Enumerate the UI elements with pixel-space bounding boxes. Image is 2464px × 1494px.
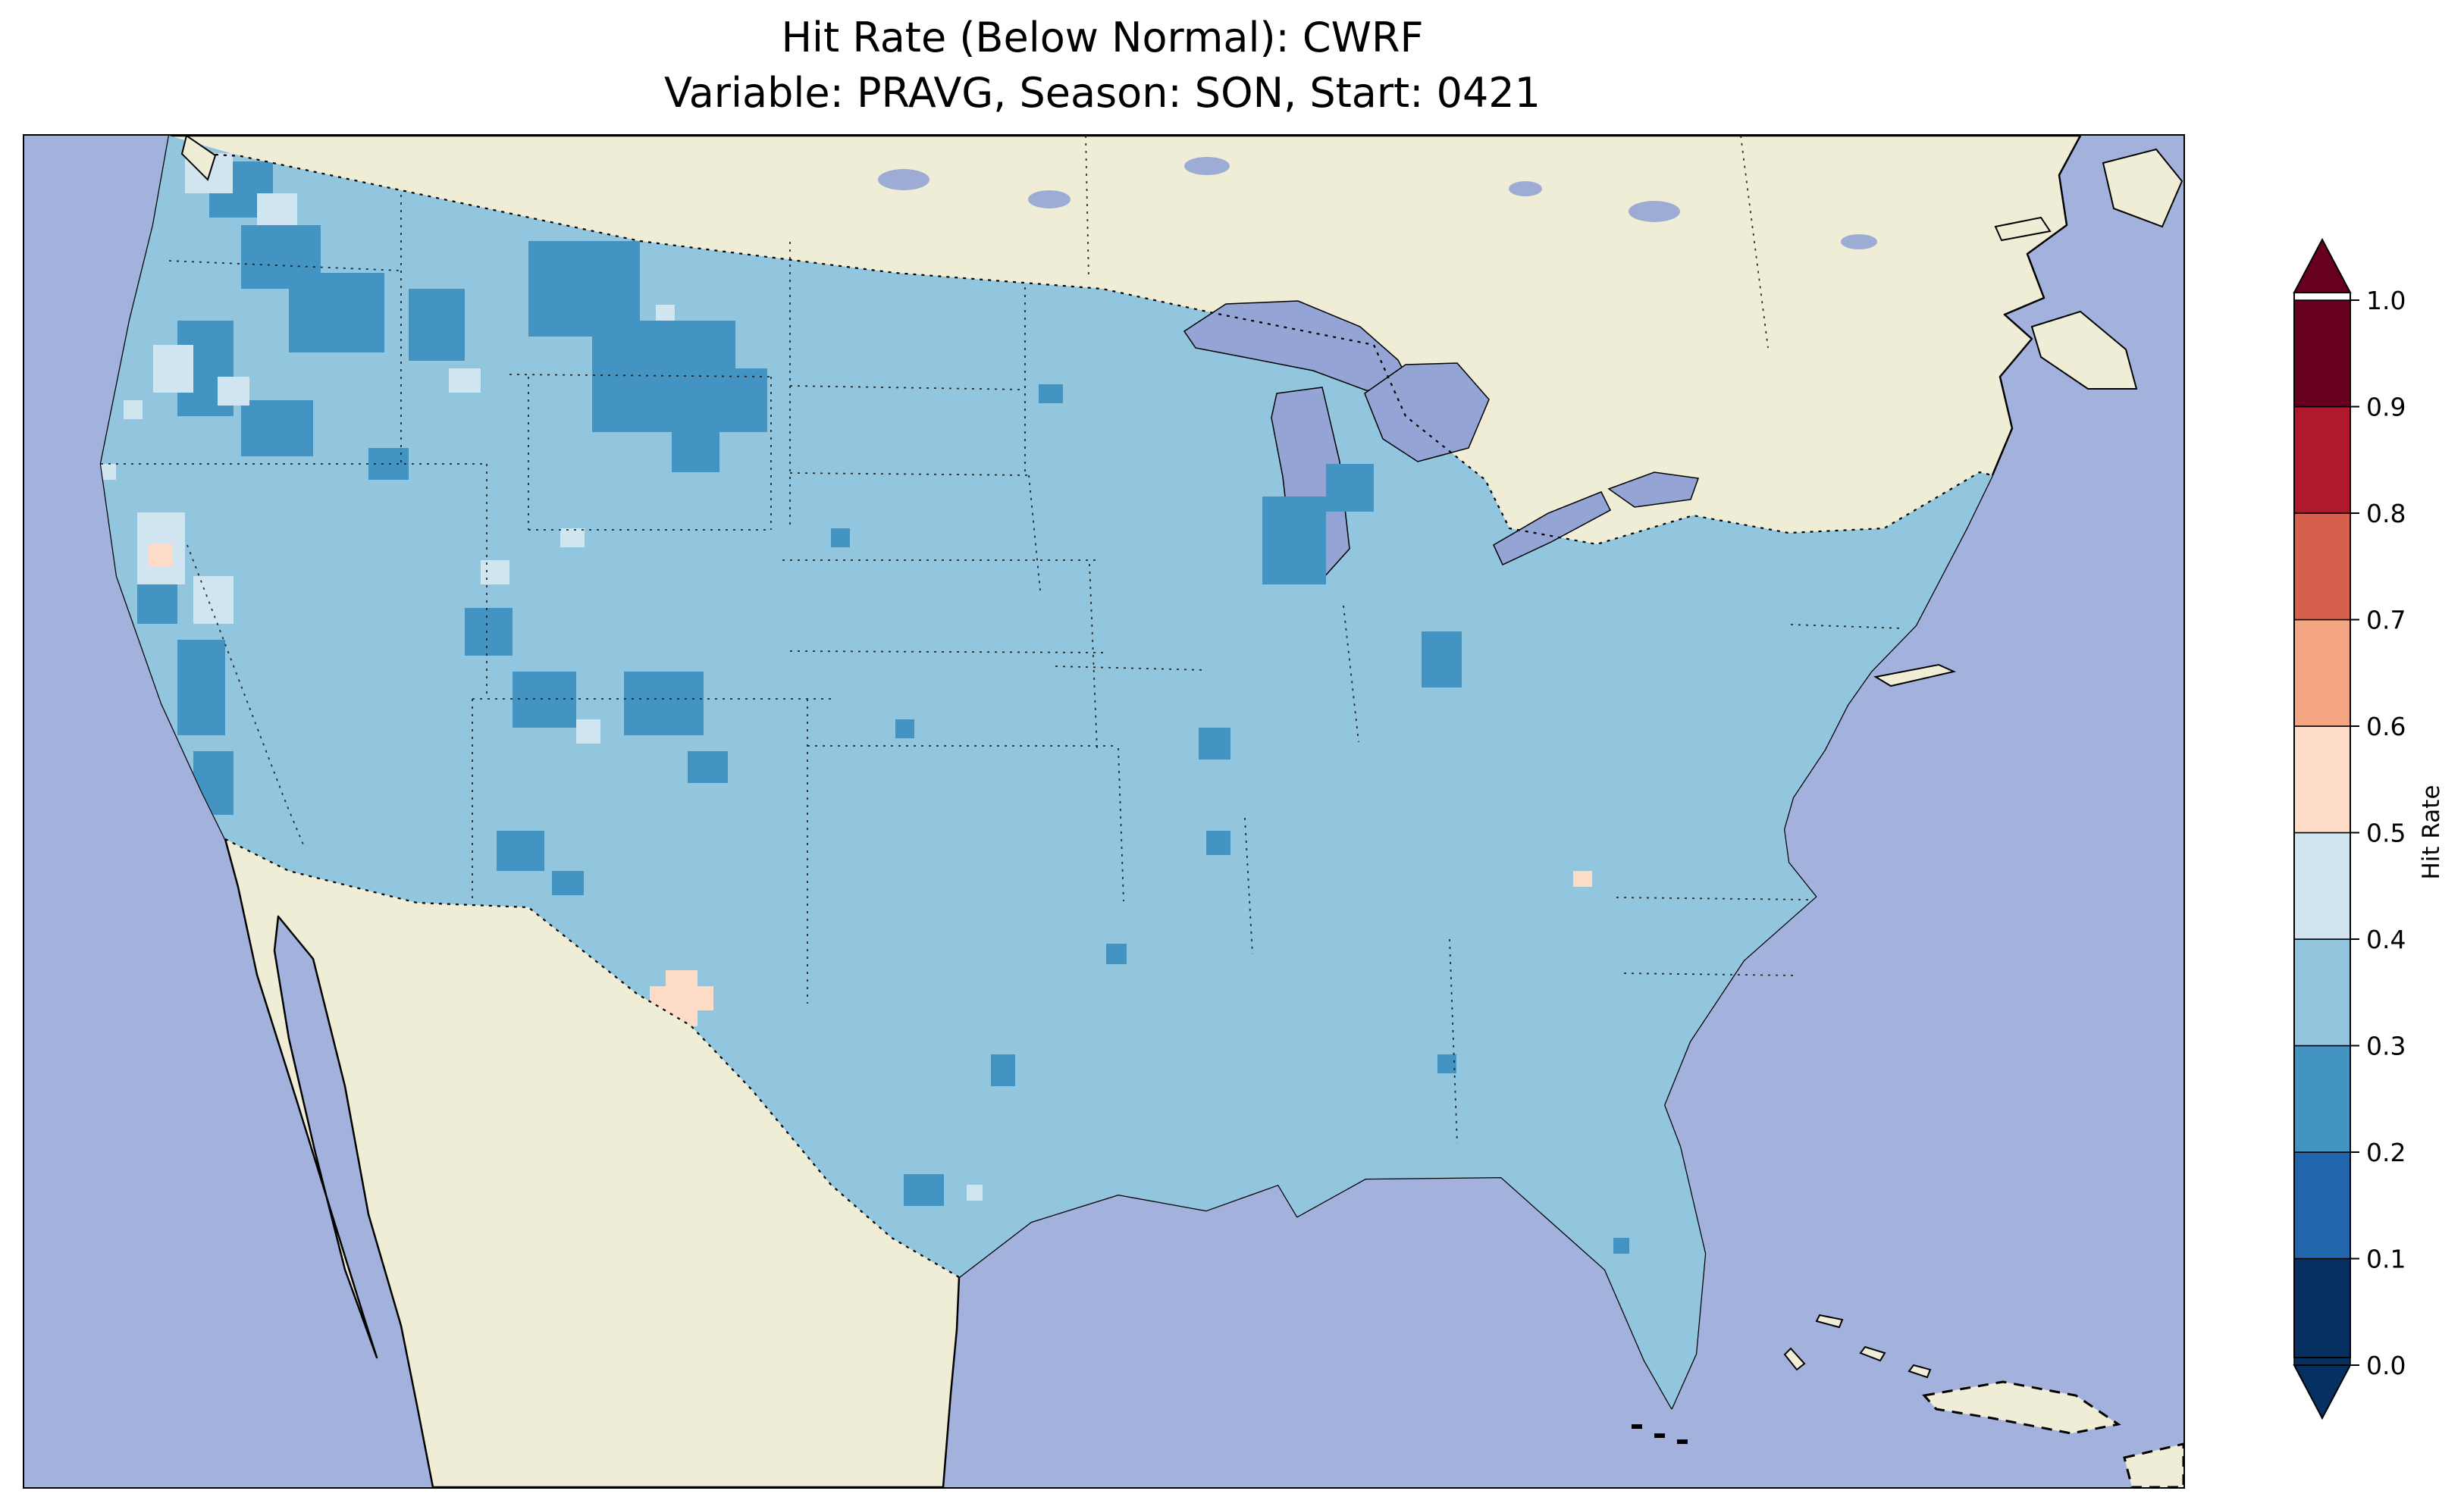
colorbar-tick-label: 1.0 — [2366, 286, 2406, 315]
colorbar-tick-label: 0.6 — [2366, 712, 2406, 741]
heatmap-cell — [465, 608, 513, 656]
colorbar-under-arrow — [2293, 1364, 2352, 1420]
heatmap-cell — [1437, 1054, 1456, 1073]
lake-ontario — [1607, 471, 1700, 508]
heatmap-cell — [967, 1185, 983, 1201]
nova-scotia — [2030, 310, 2138, 390]
heatmap-cell — [1199, 728, 1230, 760]
colorbar-outline — [2293, 292, 2351, 1358]
heatmap-cell — [177, 640, 225, 735]
colorbar-axis-label: Hit Rate — [2418, 785, 2445, 879]
colorbar-tick-label: 0.2 — [2366, 1138, 2406, 1167]
state-borders — [101, 195, 1905, 1145]
colorbar-over-arrow — [2293, 237, 2352, 293]
newfoundland — [2102, 148, 2183, 228]
heatmap-cell — [624, 672, 704, 735]
bahamas — [1783, 1314, 1932, 1379]
heatmap-cell — [497, 831, 544, 871]
heatmap-cell — [1206, 831, 1230, 855]
heatmap-cell — [831, 528, 850, 547]
colorbar-bin — [2293, 1151, 2351, 1260]
heatmap-cell — [148, 544, 172, 566]
map-axes — [23, 134, 2185, 1489]
colorbar-bin — [2293, 832, 2351, 940]
chart-title-line1: Hit Rate (Below Normal): CWRF — [781, 14, 1424, 61]
colorbar-tick-label: 0.5 — [2366, 819, 2406, 848]
lake-huron — [1364, 362, 1490, 462]
colorbar-tick-label: 0.1 — [2366, 1245, 2406, 1274]
heatmap-cell — [193, 576, 234, 624]
colorbar-bin — [2293, 938, 2351, 1047]
heatmap-cell — [1613, 1238, 1629, 1254]
heatmap-cell — [513, 672, 576, 728]
heatmap-cell — [650, 986, 713, 1010]
anticosti-island — [1994, 216, 2052, 242]
heatmap-cell — [576, 719, 600, 744]
colorbar-bin — [2293, 619, 2351, 727]
chart-title-line2: Variable: PRAVG, Season: SON, Start: 042… — [663, 68, 1541, 117]
heatmap-cell — [124, 400, 143, 419]
heatmap-cell — [1573, 871, 1592, 887]
colorbar-ticks: 0.0 0.1 0.2 0.3 0.4 0.5 0.6 0.7 0.8 0.9 1.0 — [2350, 286, 2406, 1380]
lake-erie — [1493, 491, 1611, 565]
colorbar-bin — [2293, 299, 2351, 408]
colorbar-bin — [2293, 512, 2351, 621]
colorbar-tick-label: 0.8 — [2366, 499, 2406, 528]
long-island — [1873, 663, 1957, 687]
heatmap-cell — [241, 400, 313, 456]
colorbar-tick-label: 0.3 — [2366, 1032, 2406, 1061]
hispaniola — [2123, 1442, 2183, 1487]
colorbar-bin — [2293, 406, 2351, 514]
hit-rate-base-field — [101, 136, 1992, 1408]
heatmap-cell — [991, 1054, 1015, 1086]
colorbar-bin — [2293, 1045, 2351, 1153]
heatmap-cell — [704, 368, 767, 432]
us-canada-border — [190, 152, 1993, 546]
heatmap-cell — [1422, 631, 1462, 687]
colorbar-segments — [2293, 299, 2351, 1366]
heatmap-cell — [1106, 944, 1127, 964]
us-mexico-border — [224, 838, 960, 1278]
conus-map — [24, 136, 2183, 1487]
heatmap-cell — [904, 1174, 944, 1206]
cuba — [1922, 1380, 2121, 1435]
colorbar-svg: 0.0 0.1 0.2 0.3 0.4 0.5 0.6 0.7 0.8 0.9 1.0 Hit Ra… — [2293, 237, 2445, 1420]
heatmap-cell — [101, 464, 116, 480]
colorbar: 0.0 0.1 0.2 0.3 0.4 0.5 0.6 0.7 0.8 0.9 1.0 Hit Ra… — [2240, 220, 2460, 1455]
colorbar-bin — [2293, 725, 2351, 834]
canada-lakes — [878, 157, 1877, 249]
islands — [180, 136, 2183, 1487]
heatmap-cell — [1326, 464, 1374, 512]
heatmap-cell — [481, 560, 509, 584]
heatmap-cell — [289, 273, 384, 352]
colorbar-tick-label: 0.4 — [2366, 925, 2406, 954]
heatmap-cell — [218, 377, 249, 406]
heatmap-cell — [656, 305, 675, 321]
heatmap-cell — [895, 719, 914, 738]
vancouver-island — [180, 136, 217, 181]
colorbar-tick-label: 0.0 — [2366, 1351, 2406, 1380]
heatmap-cell — [552, 871, 584, 895]
heatmap-cell — [1262, 496, 1326, 584]
colorbar-tick-label: 0.9 — [2366, 393, 2406, 422]
canada-province-borders — [1085, 136, 1769, 349]
florida-keys — [1632, 1424, 1688, 1444]
heatmap-cell — [688, 751, 728, 783]
heatmap-cell — [153, 345, 193, 393]
heatmap-cell — [560, 528, 585, 547]
colorbar-bin — [2293, 1258, 2351, 1366]
heatmap-cell — [409, 289, 465, 361]
heatmap-cell — [672, 432, 719, 472]
heatmap-cell — [449, 368, 481, 393]
chart-title: Hit Rate (Below Normal): CWRF Variable: … — [23, 11, 2182, 121]
colorbar-tick-label: 0.7 — [2366, 606, 2406, 635]
heatmap-cell — [257, 193, 297, 225]
heatmap-cell — [1039, 384, 1063, 403]
